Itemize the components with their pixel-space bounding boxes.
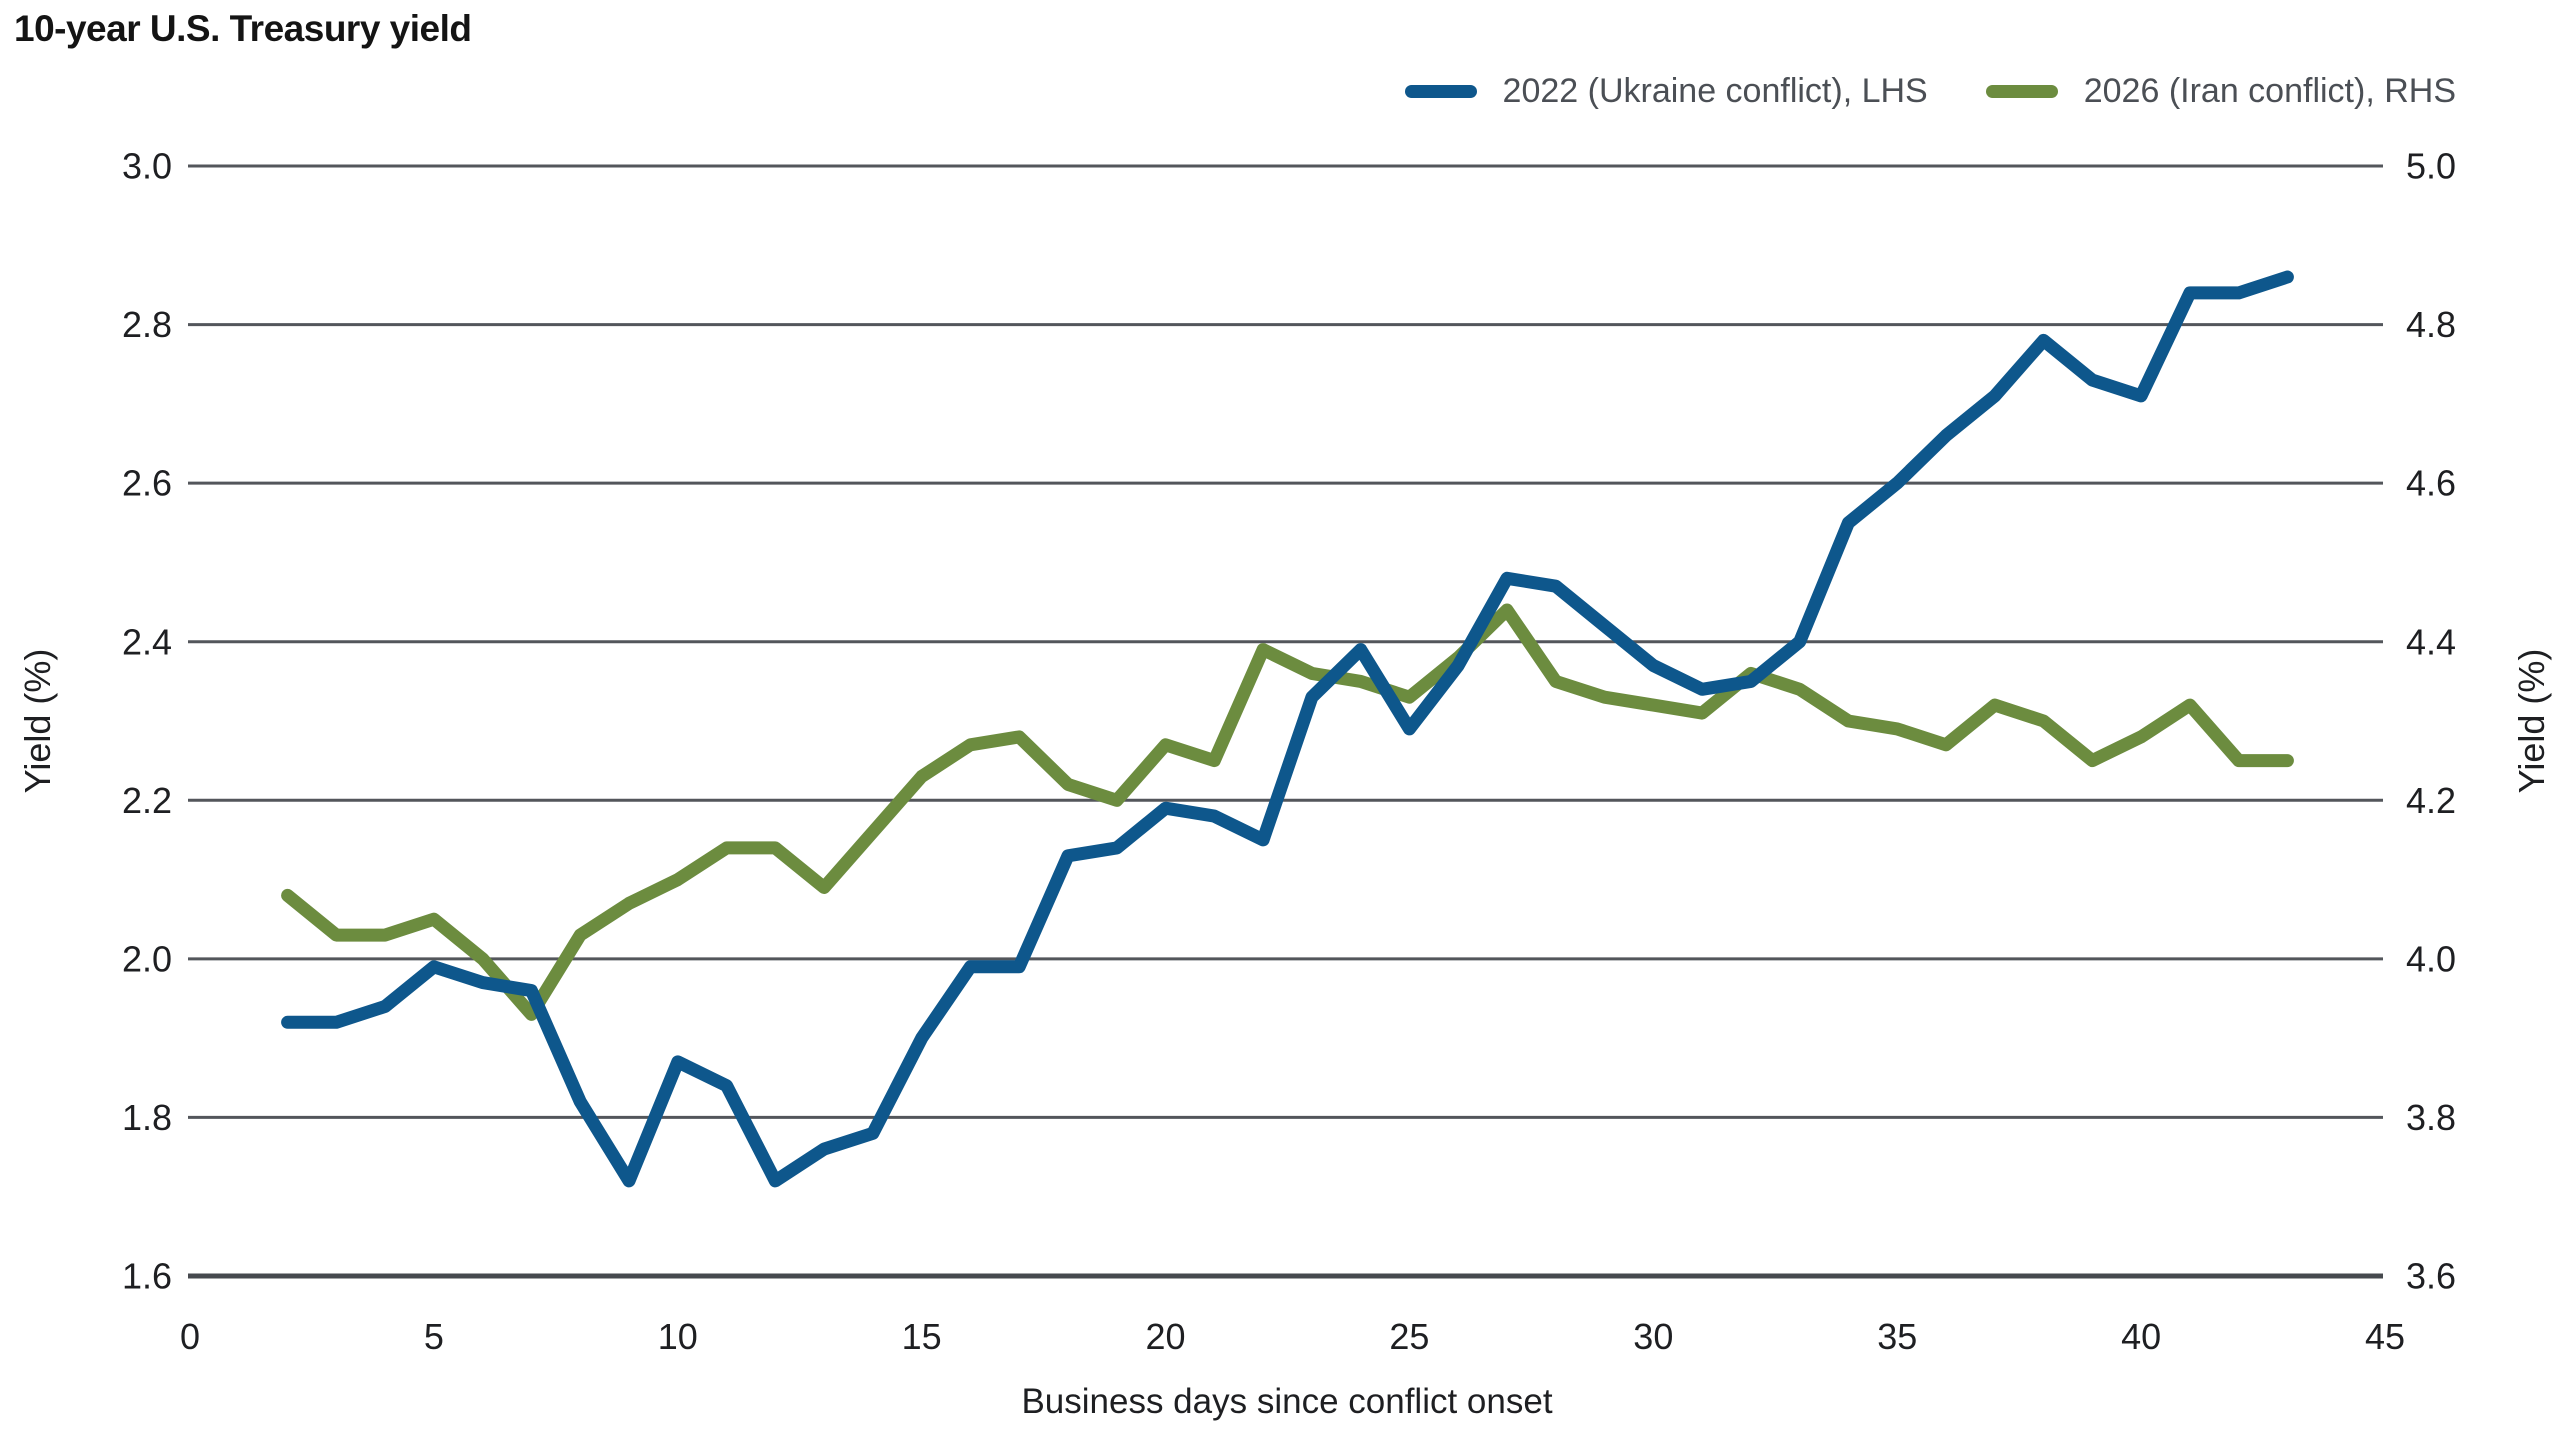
x-tick-label: 20 <box>1146 1316 1186 1357</box>
legend: 2022 (Ukraine conflict), LHS 2026 (Iran … <box>1404 72 2456 111</box>
legend-item-2026: 2026 (Iran conflict), RHS <box>1985 72 2456 111</box>
x-tick-label: 15 <box>902 1316 942 1357</box>
series-line-2022-ukraine <box>281 270 2294 1188</box>
legend-label-2026: 2026 (Iran conflict), RHS <box>2083 72 2456 110</box>
y-tick-label-right: 4.6 <box>2406 463 2456 504</box>
y-tick-label-left: 3.0 <box>122 146 172 187</box>
y-tick-label-left: 2.6 <box>122 463 172 504</box>
x-tick-label: 25 <box>1389 1316 1429 1357</box>
x-tick-label: 10 <box>658 1316 698 1357</box>
y-tick-label-left: 2.4 <box>122 621 172 662</box>
x-tick-label: 40 <box>2121 1316 2161 1357</box>
y-tick-label-right: 4.4 <box>2406 621 2456 662</box>
y-tick-label-left: 2.0 <box>122 938 172 979</box>
y-tick-label-right: 3.6 <box>2406 1256 2456 1297</box>
legend-swatch-2022 <box>1404 85 1477 98</box>
series-line-2026-iran <box>281 603 2294 1021</box>
y-tick-label-left: 2.2 <box>122 780 172 821</box>
x-tick-label: 5 <box>424 1316 444 1357</box>
y-tick-label-left: 1.8 <box>122 1097 172 1138</box>
y-tick-label-left: 1.6 <box>122 1256 172 1297</box>
x-tick-label: 0 <box>180 1316 200 1357</box>
y-tick-label-left: 2.8 <box>122 304 172 345</box>
x-tick-label: 45 <box>2365 1316 2405 1357</box>
x-tick-label: 30 <box>1633 1316 1673 1357</box>
chart-title: 10-year U.S. Treasury yield <box>14 8 472 49</box>
y-tick-label-right: 4.0 <box>2406 938 2456 979</box>
y-tick-label-right: 4.8 <box>2406 304 2456 345</box>
legend-label-2022: 2022 (Ukraine conflict), LHS <box>1502 72 1928 110</box>
legend-item-2022: 2022 (Ukraine conflict), LHS <box>1404 72 1928 111</box>
y-tick-label-right: 5.0 <box>2406 146 2456 187</box>
x-axis-title: Business days since conflict onset <box>1021 1382 1553 1421</box>
y-tick-label-right: 3.8 <box>2406 1097 2456 1138</box>
legend-swatch-2026 <box>1985 85 2058 98</box>
y-tick-label-right: 4.2 <box>2406 780 2456 821</box>
x-tick-label: 35 <box>1877 1316 1917 1357</box>
